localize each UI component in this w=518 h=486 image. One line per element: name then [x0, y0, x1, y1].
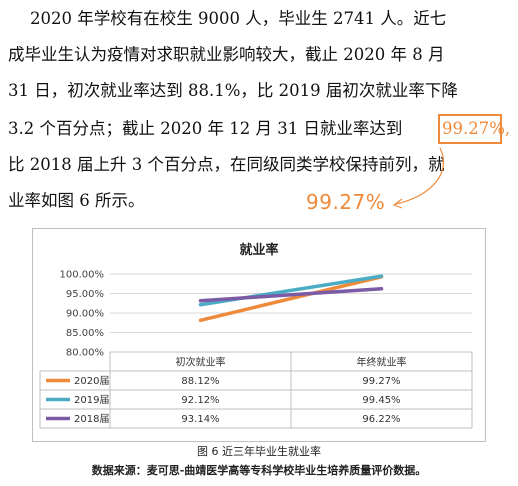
highlight-value: 99.27%,: [442, 119, 511, 138]
paragraph-line-3: 31 日，初次就业率达到 88.1%，比 2019 届初次就业率下降: [8, 81, 458, 100]
y-tick-label: 90.00%: [66, 309, 104, 320]
paragraph-line-2: 成毕业生认为疫情对求职就业影响较大，截止 2020 年 8 月: [8, 45, 445, 64]
data-label: 99.45%: [362, 395, 400, 406]
data-label: 88.12%: [181, 376, 219, 387]
legend-label: 2019届: [74, 394, 109, 406]
figure-caption: 图 6 近三年毕业生就业率: [197, 445, 321, 458]
y-tick-label: 85.00%: [66, 328, 104, 339]
callout-arrow-icon: [392, 147, 445, 209]
category-label: 年终就业率: [357, 356, 407, 369]
legend-label: 2020届: [74, 375, 109, 387]
chart-frame: 就业率: [32, 228, 486, 442]
paragraph-line-4: 3.2 个百分点；截止 2020 年 12 月 31 日就业率达到: [8, 119, 403, 138]
paragraph-line-1: 2020 年学校有在校生 9000 人，毕业生 2741 人。近七: [30, 9, 447, 28]
data-label: 99.27%: [362, 376, 400, 387]
chart-title: 就业率: [239, 243, 279, 258]
category-label: 初次就业率: [176, 356, 226, 369]
callout-value: 99.27%: [306, 190, 386, 214]
data-label: 92.12%: [181, 395, 219, 406]
highlight-box: 99.27%,: [438, 114, 511, 144]
data-label: 96.22%: [362, 414, 400, 425]
paragraph-line-6: 业率如图 6 所示。: [8, 191, 145, 210]
y-tick-label: 95.00%: [66, 289, 104, 300]
data-label: 93.14%: [181, 414, 219, 425]
legend-label: 2018届: [74, 413, 109, 425]
paragraph-line-5: 比 2018 届上升 3 个百分点，在同级同类学校保持前列，就: [8, 155, 445, 174]
series-line-2020届: [198, 275, 384, 323]
data-source: 数据来源：麦可思-曲靖医学高等专科学校毕业生培养质量评价数据。: [91, 464, 427, 477]
y-tick-label: 100.00%: [60, 270, 105, 281]
y-tick-label: 80.00%: [66, 348, 104, 359]
series-line-2018届: [198, 286, 384, 303]
